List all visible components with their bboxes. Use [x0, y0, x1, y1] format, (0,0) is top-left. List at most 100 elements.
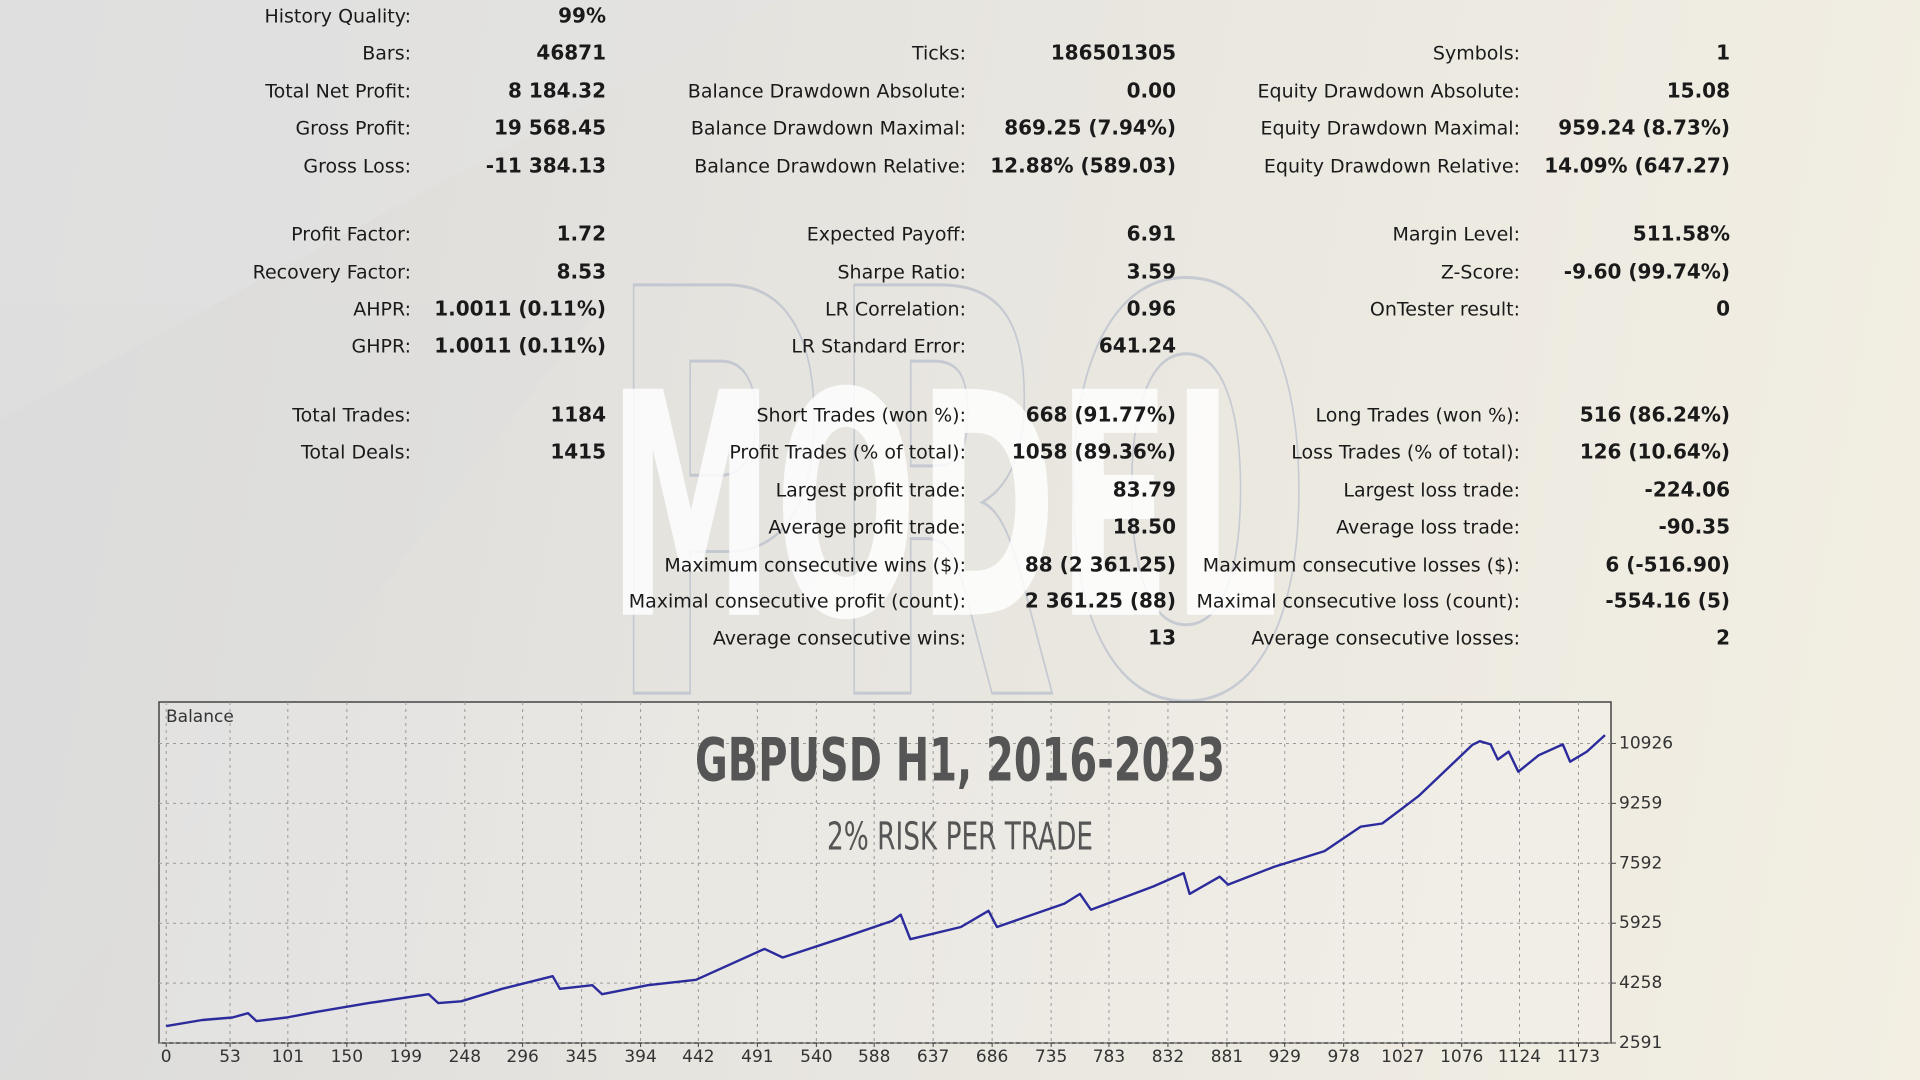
stat-label: LR Standard Error: [791, 336, 966, 358]
y-tick-label: 10926 [1619, 733, 1673, 753]
x-tick-label: 929 [1268, 1047, 1300, 1067]
x-tick-label: 1027 [1381, 1047, 1424, 1067]
chart-subtitle: 2% RISK PER TRADE [827, 815, 1093, 859]
stat-value: -224.06 [1645, 478, 1730, 502]
stat-value: 83.79 [1113, 478, 1176, 502]
x-tick-label: 978 [1327, 1047, 1359, 1067]
stat-label: Short Trades (won %): [756, 405, 966, 427]
stat-label: LR Correlation: [825, 299, 966, 321]
stat-label: Sharpe Ratio: [837, 262, 966, 284]
stat-value: 88 (2 361.25) [1025, 553, 1176, 577]
y-tick-label: 4258 [1619, 973, 1662, 993]
stat-value: 12.88% (589.03) [990, 154, 1176, 178]
stat-label: Equity Drawdown Absolute: [1258, 81, 1521, 103]
stat-label: Loss Trades (% of total): [1291, 442, 1520, 464]
stat-value: 99% [558, 4, 606, 28]
stat-value: 959.24 (8.73%) [1558, 116, 1730, 140]
stat-label: Maximal consecutive loss (count): [1197, 591, 1521, 613]
stat-value: 3.59 [1127, 260, 1176, 284]
x-tick-label: 1124 [1498, 1047, 1541, 1067]
x-tick-label: 345 [565, 1047, 597, 1067]
stat-label: Bars: [362, 43, 411, 65]
stat-label: Equity Drawdown Maximal: [1261, 118, 1520, 140]
stat-value: 641.24 [1099, 334, 1176, 358]
stat-label: Profit Factor: [291, 224, 411, 246]
stat-label: Margin Level: [1393, 224, 1521, 246]
stat-label: OnTester result: [1370, 299, 1520, 321]
stat-value: -554.16 (5) [1605, 589, 1730, 613]
stat-value: 0.96 [1127, 297, 1176, 321]
stat-value: 8.53 [557, 260, 606, 284]
x-tick-label: 296 [506, 1047, 538, 1067]
stat-value: 14.09% (647.27) [1544, 154, 1730, 178]
stat-value: 6 (-516.90) [1605, 553, 1730, 577]
stat-value: 1415 [550, 440, 606, 464]
stat-label: Largest profit trade: [776, 480, 966, 502]
x-tick-label: 1076 [1440, 1047, 1483, 1067]
stat-value: 0 [1716, 297, 1730, 321]
x-tick-label: 783 [1093, 1047, 1125, 1067]
stat-value: 2 361.25 (88) [1025, 589, 1176, 613]
x-tick-label: 881 [1211, 1047, 1243, 1067]
stat-value: 8 184.32 [508, 79, 606, 103]
stat-value: 1184 [550, 403, 606, 427]
x-tick-label: 686 [976, 1047, 1008, 1067]
stat-value: -90.35 [1658, 515, 1730, 539]
x-tick-label: 150 [331, 1047, 363, 1067]
stat-value: 516 (86.24%) [1580, 403, 1730, 427]
stat-label: Symbols: [1433, 43, 1520, 65]
stat-label: GHPR: [352, 336, 412, 358]
plot-area [158, 701, 1612, 1044]
stat-label: Gross Loss: [303, 156, 411, 178]
x-tick-label: 53 [219, 1047, 241, 1067]
stat-value: 0.00 [1127, 79, 1176, 103]
watermark-word: MODEL [608, 328, 1279, 689]
stat-value: 869.25 (7.94%) [1004, 116, 1176, 140]
watermark-outline: PRO [606, 174, 1314, 826]
stat-label: Balance Drawdown Maximal: [691, 118, 966, 140]
stat-value: 1 [1716, 41, 1730, 65]
stat-label: Maximum consecutive losses ($): [1203, 555, 1520, 577]
stat-label: Profit Trades (% of total): [729, 442, 966, 464]
stat-value: 668 (91.77%) [1026, 403, 1176, 427]
chart-title: GBPUSD H1, 2016-2023 [695, 726, 1225, 796]
stat-value: 46871 [536, 41, 606, 65]
y-tick-label: 7592 [1619, 853, 1662, 873]
y-tick-label: 9259 [1619, 793, 1662, 813]
stat-value: -9.60 (99.74%) [1564, 260, 1730, 284]
stat-label: History Quality: [264, 6, 411, 28]
stat-value: 1.72 [557, 222, 606, 246]
stat-label: Total Deals: [300, 442, 411, 464]
y-tick-label: 2591 [1619, 1033, 1662, 1053]
panel-label: Balance [166, 707, 234, 727]
x-tick-label: 0 [161, 1047, 172, 1067]
stat-value: 1058 (89.36%) [1012, 440, 1176, 464]
stat-label: Gross Profit: [295, 118, 411, 140]
stat-value: 6.91 [1127, 222, 1176, 246]
stat-label: Largest loss trade: [1343, 480, 1520, 502]
stat-value: 1.0011 (0.11%) [434, 297, 606, 321]
stat-label: Long Trades (won %): [1315, 405, 1520, 427]
x-tick-label: 540 [800, 1047, 832, 1067]
stat-value: 19 568.45 [494, 116, 606, 140]
stat-label: Recovery Factor: [253, 262, 411, 284]
stat-value: 1.0011 (0.11%) [434, 334, 606, 358]
x-tick-label: 101 [272, 1047, 304, 1067]
stat-label: Total Trades: [291, 405, 411, 427]
balance-line [166, 734, 1606, 1028]
x-tick-label: 735 [1035, 1047, 1067, 1067]
chart: 2591 4258 5925 7592 9259 10926 0 53 101 150 199 248… [159, 702, 1673, 1067]
stat-value: 2 [1716, 626, 1730, 650]
stat-label: Maximal consecutive profit (count): [629, 591, 966, 613]
stat-value: 126 (10.64%) [1580, 440, 1730, 464]
stat-value: 186501305 [1051, 41, 1176, 65]
stat-label: Average profit trade: [768, 517, 966, 539]
stat-label: Expected Payoff: [807, 224, 966, 246]
stat-label: Ticks: [911, 43, 966, 65]
x-tick-label: 491 [741, 1047, 773, 1067]
stat-label: Maximum consecutive wins ($): [664, 555, 966, 577]
x-tick-label: 199 [390, 1047, 422, 1067]
x-tick-label: 637 [917, 1047, 949, 1067]
x-tick-label: 442 [682, 1047, 714, 1067]
stat-label: Balance Drawdown Absolute: [688, 81, 966, 103]
